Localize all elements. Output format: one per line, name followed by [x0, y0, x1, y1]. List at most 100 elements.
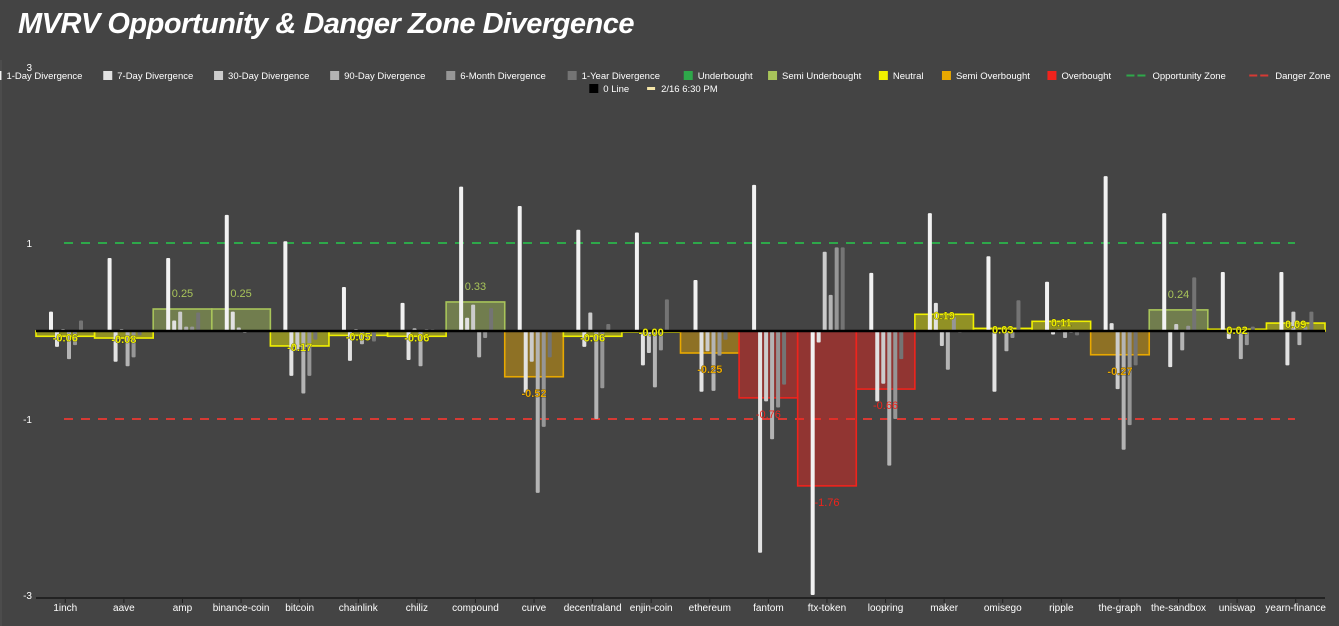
data-label: 0.11 — [1051, 317, 1072, 329]
legend-item[interactable]: Neutral — [878, 71, 924, 82]
bar-1-day-divergence — [49, 311, 53, 331]
x-tick-label: curve — [522, 603, 547, 614]
bar-90-day-divergence — [67, 331, 71, 360]
bar-1-year-divergence — [664, 299, 669, 331]
bar-1-day-divergence — [927, 213, 932, 331]
x-tick-label: chainlink — [339, 603, 379, 614]
legend-item[interactable]: 1-Day Divergence — [0, 71, 82, 82]
bar-1-year-divergence — [1309, 311, 1314, 331]
bar-90-day-divergence — [770, 331, 775, 440]
legend-item[interactable]: Overbought — [1047, 71, 1111, 82]
bar-30-day-divergence — [471, 304, 476, 331]
legend-item[interactable]: 1-Year Divergence — [567, 71, 660, 82]
bar-7-day-divergence — [1168, 331, 1173, 368]
bar-1-day-divergence — [166, 257, 171, 331]
bar-90-day-divergence — [301, 331, 306, 394]
x-tick-label: yearn-finance — [1265, 603, 1326, 614]
x-tick-label: ripple — [1049, 603, 1074, 614]
bar-1-day-divergence — [576, 229, 581, 331]
data-label: 0.24 — [1168, 289, 1189, 301]
legend-item[interactable]: Danger Zone — [1249, 71, 1331, 82]
data-label: -0.06 — [404, 332, 429, 344]
data-label: -0.27 — [1107, 366, 1132, 378]
legend-label: Opportunity Zone — [1152, 71, 1225, 82]
data-label: -1.76 — [814, 497, 839, 509]
legend-label: 1-Year Divergence — [582, 71, 660, 82]
bar-90-day-divergence — [594, 331, 599, 419]
bar-1-day-divergence — [1045, 281, 1050, 331]
bar-1-day-divergence — [869, 272, 874, 331]
bar-90-day-divergence — [359, 331, 364, 345]
legend-label: Overbought — [1061, 71, 1111, 82]
legend-item[interactable]: Underbought — [683, 71, 753, 82]
x-tick-label: fantom — [753, 603, 784, 614]
bar-1-day-divergence — [752, 184, 757, 331]
x-tick-label: the-sandbox — [1151, 603, 1206, 614]
current-value-step — [1148, 309, 1209, 332]
legend-item[interactable]: 30-Day Divergence — [214, 71, 309, 82]
legend-item[interactable]: 2/16 6:30 PM — [647, 84, 718, 95]
bar-6-month-divergence — [73, 331, 77, 346]
data-label: -0.08 — [111, 334, 136, 346]
bar-1-day-divergence — [1279, 272, 1284, 331]
bar-7-day-divergence — [347, 331, 352, 361]
x-tick-label: bitcoin — [285, 603, 314, 614]
data-label: 0.25 — [230, 288, 251, 300]
legend-swatch — [214, 71, 224, 80]
legend-item[interactable]: 90-Day Divergence — [330, 71, 425, 82]
bar-6-month-divergence — [893, 331, 898, 419]
legend-item[interactable]: Semi Overbought — [941, 71, 1030, 82]
legend-label: Neutral — [893, 71, 924, 82]
bar-30-day-divergence — [1115, 331, 1120, 390]
bar-7-day-divergence — [1226, 331, 1231, 339]
bar-6-month-divergence — [1186, 325, 1191, 331]
legend-item[interactable]: Opportunity Zone — [1126, 71, 1226, 82]
legend-label: 7-Day Divergence — [117, 71, 193, 82]
bar-90-day-divergence — [535, 331, 540, 493]
bar-6-month-divergence — [1010, 331, 1015, 339]
bar-7-day-divergence — [113, 331, 118, 362]
legend-item[interactable]: Semi Underbought — [768, 71, 862, 82]
legend-item[interactable]: 6-Month Divergence — [446, 71, 546, 82]
bar-6-month-divergence — [1244, 331, 1249, 346]
bar-6-month-divergence — [307, 331, 312, 376]
current-value-step — [152, 308, 213, 332]
data-label: 0.09 — [1285, 319, 1306, 331]
bar-7-day-divergence — [465, 317, 470, 331]
legend-swatch — [330, 71, 340, 80]
bar-1-year-divergence — [1133, 331, 1138, 366]
bar-90-day-divergence — [887, 331, 892, 466]
x-tick-label: 1inch — [53, 603, 77, 614]
bar-90-day-divergence — [1121, 331, 1126, 450]
bar-7-day-divergence — [758, 331, 763, 553]
bar-7-day-divergence — [523, 331, 528, 393]
legend-label: 6-Month Divergence — [460, 71, 546, 82]
current-value-step — [738, 330, 799, 399]
data-label: -0.00 — [639, 327, 664, 339]
bar-1-day-divergence — [986, 256, 991, 331]
chart-title: MVRV Opportunity & Danger Zone Divergenc… — [18, 8, 634, 40]
data-label: -0.66 — [873, 400, 898, 412]
bar-7-day-divergence — [289, 331, 294, 376]
bar-7-day-divergence — [1285, 331, 1290, 366]
current-value-step — [210, 308, 272, 332]
legend-item[interactable]: 7-Day Divergence — [103, 71, 193, 82]
bar-6-month-divergence — [834, 247, 839, 331]
data-label: -0.25 — [697, 364, 722, 376]
legend-item[interactable]: 0 Line — [589, 84, 629, 95]
bar-7-day-divergence — [1109, 323, 1114, 331]
x-tick-label: ftx-token — [808, 603, 846, 614]
x-tick-label: the-graph — [1099, 603, 1142, 614]
bar-1-day-divergence — [810, 331, 815, 595]
bar-30-day-divergence — [588, 312, 593, 331]
legend-swatch — [567, 71, 577, 80]
bar-90-day-divergence — [652, 331, 657, 388]
bar-1-year-divergence — [1192, 277, 1197, 331]
bar-30-day-divergence — [881, 331, 886, 384]
data-label: -0.17 — [287, 342, 312, 354]
bar-1-day-divergence — [283, 241, 288, 331]
bar-90-day-divergence — [1004, 331, 1009, 352]
legend-swatch — [446, 71, 456, 80]
bar-90-day-divergence — [828, 294, 833, 331]
x-tick-label: amp — [173, 603, 193, 614]
